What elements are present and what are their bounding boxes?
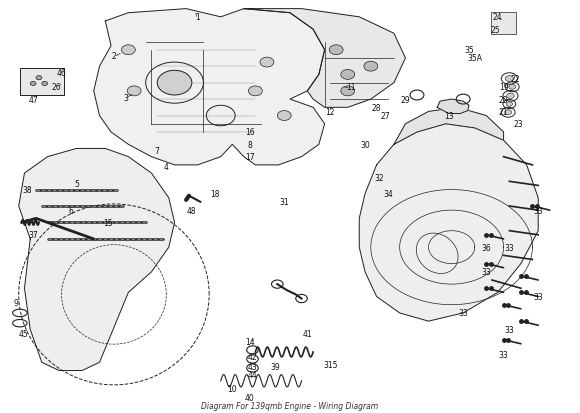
- Text: 36: 36: [481, 243, 491, 252]
- Circle shape: [127, 87, 141, 97]
- Text: 6: 6: [68, 206, 73, 215]
- Text: 24: 24: [493, 13, 503, 22]
- Text: 34: 34: [383, 190, 393, 199]
- Text: 45: 45: [19, 329, 28, 338]
- Text: 33: 33: [481, 268, 491, 277]
- Text: 17: 17: [245, 153, 255, 162]
- Circle shape: [329, 46, 343, 55]
- Circle shape: [341, 87, 354, 97]
- Polygon shape: [244, 9, 405, 108]
- Circle shape: [157, 71, 192, 96]
- Circle shape: [121, 46, 135, 55]
- Text: 32: 32: [375, 173, 385, 182]
- FancyBboxPatch shape: [491, 13, 516, 35]
- Text: 33: 33: [534, 292, 543, 301]
- Text: 14: 14: [245, 337, 255, 347]
- Text: 18: 18: [210, 190, 220, 199]
- Circle shape: [260, 58, 274, 68]
- Text: 28: 28: [372, 104, 381, 112]
- Text: 25: 25: [490, 26, 500, 35]
- Circle shape: [248, 87, 262, 97]
- Circle shape: [505, 76, 513, 82]
- Text: 48: 48: [187, 206, 197, 215]
- Text: 23: 23: [513, 120, 523, 129]
- Polygon shape: [437, 100, 469, 114]
- Text: 21: 21: [499, 108, 508, 116]
- Text: 30: 30: [360, 140, 370, 150]
- Polygon shape: [94, 9, 325, 166]
- Circle shape: [509, 85, 516, 90]
- Text: 47: 47: [28, 95, 38, 104]
- Text: 2: 2: [111, 52, 117, 61]
- Text: 4: 4: [164, 163, 168, 172]
- Text: 33: 33: [458, 309, 468, 318]
- Text: 42: 42: [248, 352, 258, 361]
- Text: 33: 33: [534, 206, 543, 215]
- Text: 27: 27: [380, 112, 390, 121]
- Text: 13: 13: [444, 112, 454, 121]
- Circle shape: [341, 70, 354, 80]
- Text: 38: 38: [23, 185, 32, 195]
- Text: 11: 11: [346, 83, 356, 92]
- Circle shape: [505, 111, 512, 115]
- Text: 3: 3: [123, 93, 128, 102]
- Circle shape: [36, 76, 42, 81]
- Text: 8: 8: [247, 140, 252, 150]
- Text: 39: 39: [271, 362, 281, 371]
- Text: 16: 16: [245, 128, 255, 137]
- Text: 37: 37: [28, 231, 38, 240]
- Text: 33: 33: [505, 243, 514, 252]
- Text: 19: 19: [499, 83, 509, 92]
- Text: 22: 22: [510, 75, 520, 84]
- Circle shape: [506, 102, 513, 107]
- Text: 44: 44: [248, 370, 258, 379]
- Circle shape: [277, 112, 291, 121]
- Text: 10: 10: [227, 385, 237, 394]
- Text: 29: 29: [401, 95, 410, 104]
- Text: 20: 20: [499, 95, 509, 104]
- Text: Diagram For 139qmb Engine - Wiring Diagram: Diagram For 139qmb Engine - Wiring Diagr…: [201, 401, 379, 410]
- Text: 15: 15: [103, 218, 113, 228]
- Circle shape: [30, 82, 36, 86]
- Text: 9: 9: [13, 299, 18, 307]
- Text: 315: 315: [323, 360, 338, 369]
- Text: 43: 43: [248, 362, 258, 371]
- Text: 7: 7: [155, 147, 160, 156]
- Polygon shape: [394, 108, 503, 145]
- Text: 31: 31: [280, 198, 289, 207]
- Text: 35: 35: [464, 46, 474, 55]
- Circle shape: [364, 62, 378, 72]
- Text: 5: 5: [74, 179, 79, 188]
- Text: 12: 12: [325, 108, 335, 116]
- Circle shape: [42, 82, 48, 86]
- Text: 35A: 35A: [467, 55, 482, 63]
- Polygon shape: [19, 149, 175, 370]
- Text: 26: 26: [52, 83, 61, 92]
- Text: 40: 40: [245, 393, 255, 402]
- Text: 33: 33: [499, 350, 509, 358]
- Text: 46: 46: [57, 69, 67, 78]
- Text: 41: 41: [303, 329, 312, 338]
- Polygon shape: [359, 124, 538, 321]
- FancyBboxPatch shape: [20, 69, 64, 96]
- Circle shape: [507, 94, 514, 99]
- Text: 1: 1: [195, 13, 200, 22]
- Text: 33: 33: [505, 325, 514, 334]
